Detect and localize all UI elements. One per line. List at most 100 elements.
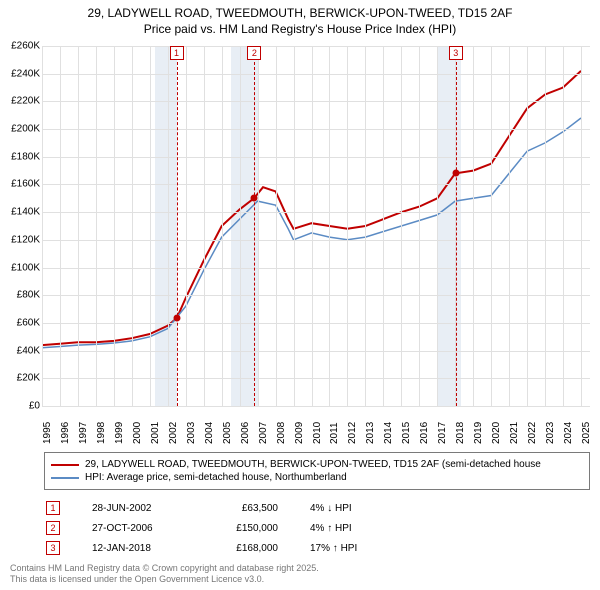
x-tick-label: 2004 [204,422,206,444]
marker-vline [254,62,255,406]
x-tick-label: 2018 [455,422,457,444]
x-tick-label: 2014 [383,422,385,444]
y-tick-label: £260K [11,41,40,52]
marker-table-row: 128-JUN-2002£63,5004% ↓ HPI [44,498,590,518]
x-tick-label: 2023 [545,422,547,444]
marker-box: 2 [46,521,60,535]
gridline-h [42,378,590,379]
marker-pct: 4% ↑ HPI [310,523,410,534]
gridline-v [563,46,564,406]
x-tick-label: 2015 [401,422,403,444]
chart-plot-area: 1 2 3 [42,46,590,406]
marker-table-row: 227-OCT-2006£150,0004% ↑ HPI [44,518,590,538]
gridline-v [365,46,366,406]
gridline-h [42,101,590,102]
gridline-v [240,46,241,406]
marker-vline [456,62,457,406]
marker-flag: 2 [247,46,261,60]
gridline-v [294,46,295,406]
x-tick-label: 2010 [312,422,314,444]
marker-price: £63,500 [208,503,278,514]
y-tick-label: £60K [17,317,40,328]
marker-box: 3 [46,541,60,555]
x-tick-label: 2021 [509,422,511,444]
legend-swatch [51,464,79,466]
gridline-h [42,184,590,185]
gridline-v [168,46,169,406]
footer-attribution: Contains HM Land Registry data © Crown c… [10,563,590,586]
marker-price: £150,000 [208,523,278,534]
legend-swatch [51,477,79,479]
x-tick-label: 2009 [294,422,296,444]
gridline-h [42,240,590,241]
y-tick-label: £200K [11,124,40,135]
footer-line-1: Contains HM Land Registry data © Crown c… [10,563,590,575]
legend-label: 29, LADYWELL ROAD, TWEEDMOUTH, BERWICK-U… [85,459,541,470]
gridline-v [347,46,348,406]
x-axis: 1995199619971998199920002001200220032004… [42,406,590,452]
gridline-v [545,46,546,406]
marker-flag: 1 [170,46,184,60]
gridline-v [419,46,420,406]
x-tick-label: 2012 [347,422,349,444]
y-tick-label: £40K [17,345,40,356]
gridline-v [132,46,133,406]
x-tick-label: 2003 [186,422,188,444]
gridline-v [491,46,492,406]
x-tick-label: 2005 [222,422,224,444]
gridline-v [114,46,115,406]
marker-flag: 3 [449,46,463,60]
gridline-h [42,351,590,352]
marker-date: 28-JUN-2002 [92,503,176,514]
y-tick-label: £220K [11,96,40,107]
title-line-2: Price paid vs. HM Land Registry's House … [10,22,590,38]
x-tick-label: 2000 [132,422,134,444]
y-tick-label: £120K [11,234,40,245]
marker-dot [173,315,180,322]
title-line-1: 29, LADYWELL ROAD, TWEEDMOUTH, BERWICK-U… [10,6,590,22]
gridline-v [312,46,313,406]
gridline-v [509,46,510,406]
marker-price: £168,000 [208,543,278,554]
gridline-v [329,46,330,406]
gridline-h [42,74,590,75]
gridline-v [42,46,43,406]
gridline-h [42,295,590,296]
legend-row: HPI: Average price, semi-detached house,… [51,472,583,483]
marker-pct: 17% ↑ HPI [310,543,410,554]
x-tick-label: 2006 [240,422,242,444]
x-tick-label: 2007 [258,422,260,444]
x-tick-label: 2013 [365,422,367,444]
gridline-v [96,46,97,406]
y-tick-label: £240K [11,68,40,79]
marker-dot [251,195,258,202]
footer-line-2: This data is licensed under the Open Gov… [10,574,590,586]
gridline-v [473,46,474,406]
gridline-v [150,46,151,406]
x-tick-label: 2025 [581,422,583,444]
x-tick-label: 2016 [419,422,421,444]
gridline-h [42,46,590,47]
gridline-h [42,212,590,213]
legend-row: 29, LADYWELL ROAD, TWEEDMOUTH, BERWICK-U… [51,459,583,470]
gridline-h [42,268,590,269]
x-tick-label: 2020 [491,422,493,444]
chart-title: 29, LADYWELL ROAD, TWEEDMOUTH, BERWICK-U… [0,0,600,39]
y-tick-label: £180K [11,151,40,162]
marker-table: 128-JUN-2002£63,5004% ↓ HPI227-OCT-2006£… [44,498,590,558]
y-axis: £0£20K£40K£60K£80K£100K£120K£140K£160K£1… [0,46,42,406]
x-tick-label: 2024 [563,422,565,444]
x-tick-label: 2002 [168,422,170,444]
legend: 29, LADYWELL ROAD, TWEEDMOUTH, BERWICK-U… [44,452,590,490]
x-tick-label: 2001 [150,422,152,444]
gridline-v [401,46,402,406]
gridline-h [42,323,590,324]
x-tick-label: 1997 [78,422,80,444]
marker-vline [177,62,178,406]
y-tick-label: £160K [11,179,40,190]
y-tick-label: £100K [11,262,40,273]
gridline-v [186,46,187,406]
gridline-v [78,46,79,406]
y-tick-label: £20K [17,373,40,384]
gridline-v [527,46,528,406]
